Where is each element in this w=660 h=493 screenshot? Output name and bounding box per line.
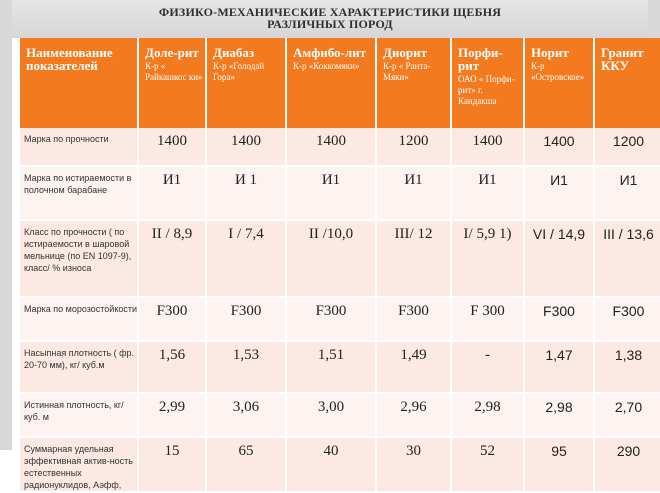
cell-value: И 1 [206,166,287,221]
row-label: Насыпная плотность ( фр. 20-70 мм), кг/ … [20,341,139,394]
header-col-sub: К-р «Голодай Гора» [213,61,265,82]
cell-value: 1200 [376,128,452,167]
header-col-main: Диабаз [213,45,255,60]
cell-value: И1 [524,166,595,221]
cell-value: I/ 5,9 [463,226,496,242]
cell-value: 1200 [594,128,660,167]
header-col-sub: К-р «Островское» [531,61,585,82]
cell-value: И1 [594,166,660,221]
header-col-norite: Норит К-р «Островское» [524,38,595,128]
cell-value: 1400 [451,128,525,167]
cell-value: III/ 12 [376,220,452,298]
table-row: Суммарная удельная эффективная актив-нос… [20,437,660,493]
cell-porphyrite-class: I/ 5,9 1) [451,220,525,298]
header-col-main: Порфи-рит [458,45,503,73]
title-line-2: РАЗЛИЧНЫХ ПОРОД [267,17,393,31]
cell-value: И1 [451,166,525,221]
cell-value: F300 [524,297,595,342]
header-col-main: Норит [531,45,569,60]
cell-value: 1400 [138,128,207,167]
title-band: ФИЗИКО-МЕХАНИЧЕСКИЕ ХАРАКТЕРИСТИКИ ЩЕБНЯ… [12,0,648,38]
header-col-diabase: Диабаз К-р «Голодай Гора» [206,38,287,128]
table-row: Марка по истираемости в полочном барабан… [20,166,660,221]
cell-value: F 300 [451,297,525,342]
cell-value: F300 [376,297,452,342]
cell-value: 3,06 [206,393,287,438]
cell-value: 1400 [286,128,377,167]
header-parameter: Наименование показателей [20,38,139,128]
cell-value: 1400 [206,128,287,167]
row-label: Суммарная удельная эффективная актив-нос… [20,437,139,493]
row-label: Марка по истираемости в полочном барабан… [20,166,139,221]
cell-value: 15 [138,437,207,493]
properties-table: Наименование показателей Доле-рит К-р « … [20,38,660,493]
row-label: Марка по прочности [20,128,139,167]
row-label: Истинная плотность, кг/куб. м [20,393,139,438]
header-col-sub: К-р « Райкашкос ки» [145,61,203,82]
title-line-1: ФИЗИКО-МЕХАНИЧЕСКИЕ ХАРАКТЕРИСТИКИ ЩЕБНЯ [158,5,502,19]
cell-value: F300 [286,297,377,342]
cell-value: 2,98 [451,393,525,438]
footnote-marker: 1) [498,226,512,242]
cell-value: 95 [524,437,595,493]
table-row: Истинная плотность, кг/куб. м 2,99 3,06 … [20,393,660,438]
cell-value: 1,47 [524,341,595,394]
cell-value: 1,56 [138,341,207,394]
table-header-row: Наименование показателей Доле-рит К-р « … [20,38,660,128]
cell-value: - [451,341,525,394]
header-col-main: Амфибо-лит [293,45,367,60]
header-parameter-label: Наименование показателей [26,45,113,73]
header-col-sub: ОАО « Порфи-рит» г. Кандакша [458,74,515,106]
header-col-granite: Гранит ККУ [594,38,660,128]
page-title: ФИЗИКО-МЕХАНИЧЕСКИЕ ХАРАКТЕРИСТИКИ ЩЕБНЯ… [12,6,648,30]
cell-value: 2,98 [524,393,595,438]
cell-value: II / 8,9 [138,220,207,298]
header-col-dolerite: Доле-рит К-р « Райкашкос ки» [138,38,207,128]
header-col-diorite: Диорит К-р « Ранта-Мяки» [376,38,452,128]
cell-value: VI / 14,9 [524,220,595,298]
cell-value: 52 [451,437,525,493]
cell-value: 1,53 [206,341,287,394]
header-col-main: Диорит [383,45,428,60]
cell-value: F300 [594,297,660,342]
header-col-sub: К-р « Ранта-Мяки» [383,61,431,82]
cell-value: 290 [594,437,660,493]
cell-value: 2,96 [376,393,452,438]
cell-value: 1,51 [286,341,377,394]
cell-value: 65 [206,437,287,493]
cell-value: I / 7,4 [206,220,287,298]
cell-value: 2,99 [138,393,207,438]
header-col-sub: К-р «Коккомяки» [293,61,360,71]
cell-value: 40 [286,437,377,493]
cell-value: 1,49 [376,341,452,394]
header-col-main: Доле-рит [145,45,199,60]
cell-value: 30 [376,437,452,493]
table-row: Класс по прочности ( по истираемости в ш… [20,220,660,298]
cell-value: 2,70 [594,393,660,438]
table-row: Насыпная плотность ( фр. 20-70 мм), кг/ … [20,341,660,394]
cell-value: F300 [138,297,207,342]
table-row: Марка по морозостойкости F300 F300 F300 … [20,297,660,342]
cell-value: F300 [206,297,287,342]
header-col-porphyrite: Порфи-рит ОАО « Порфи-рит» г. Кандакша [451,38,525,128]
cell-value: И1 [376,166,452,221]
cell-value: 1,38 [594,341,660,394]
row-label: Марка по морозостойкости [20,297,139,342]
cell-value: III / 13,6 [594,220,660,298]
cell-value: И1 [138,166,207,221]
cell-value: 3,00 [286,393,377,438]
cell-value: II /10,0 [286,220,377,298]
row-label: Класс по прочности ( по истираемости в ш… [20,220,139,298]
header-col-main: Гранит ККУ [601,45,644,73]
cell-value: И1 [286,166,377,221]
table-row: Марка по прочности 1400 1400 1400 1200 1… [20,128,660,167]
header-col-amphibolite: Амфибо-лит К-р «Коккомяки» [286,38,377,128]
cell-value: 1400 [524,128,595,167]
